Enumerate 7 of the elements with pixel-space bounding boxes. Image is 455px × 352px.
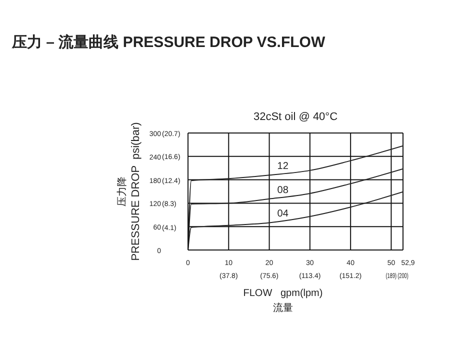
series-label: 08 bbox=[277, 184, 289, 196]
chart-subtitle: 32cSt oil @ 40°C bbox=[252, 111, 339, 123]
y-axis-title: 压力降 PRESSURE DROP psi(bar) bbox=[116, 122, 142, 261]
series-label: 12 bbox=[277, 161, 289, 172]
chart-title: 压力 – 流量曲线 PRESSURE DROP VS.FLOW bbox=[12, 33, 326, 52]
series-label: 04 bbox=[277, 208, 289, 220]
x-axis-title: FLOW gpm(lpm) 流量 bbox=[243, 288, 323, 314]
